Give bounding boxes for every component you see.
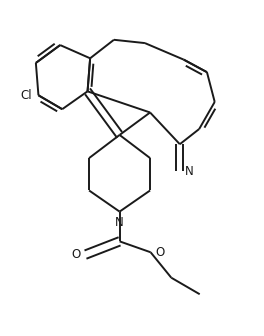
Text: Cl: Cl — [20, 89, 32, 102]
Text: O: O — [72, 248, 81, 261]
Text: N: N — [185, 165, 193, 178]
Text: N: N — [115, 216, 124, 228]
Text: O: O — [155, 246, 164, 259]
